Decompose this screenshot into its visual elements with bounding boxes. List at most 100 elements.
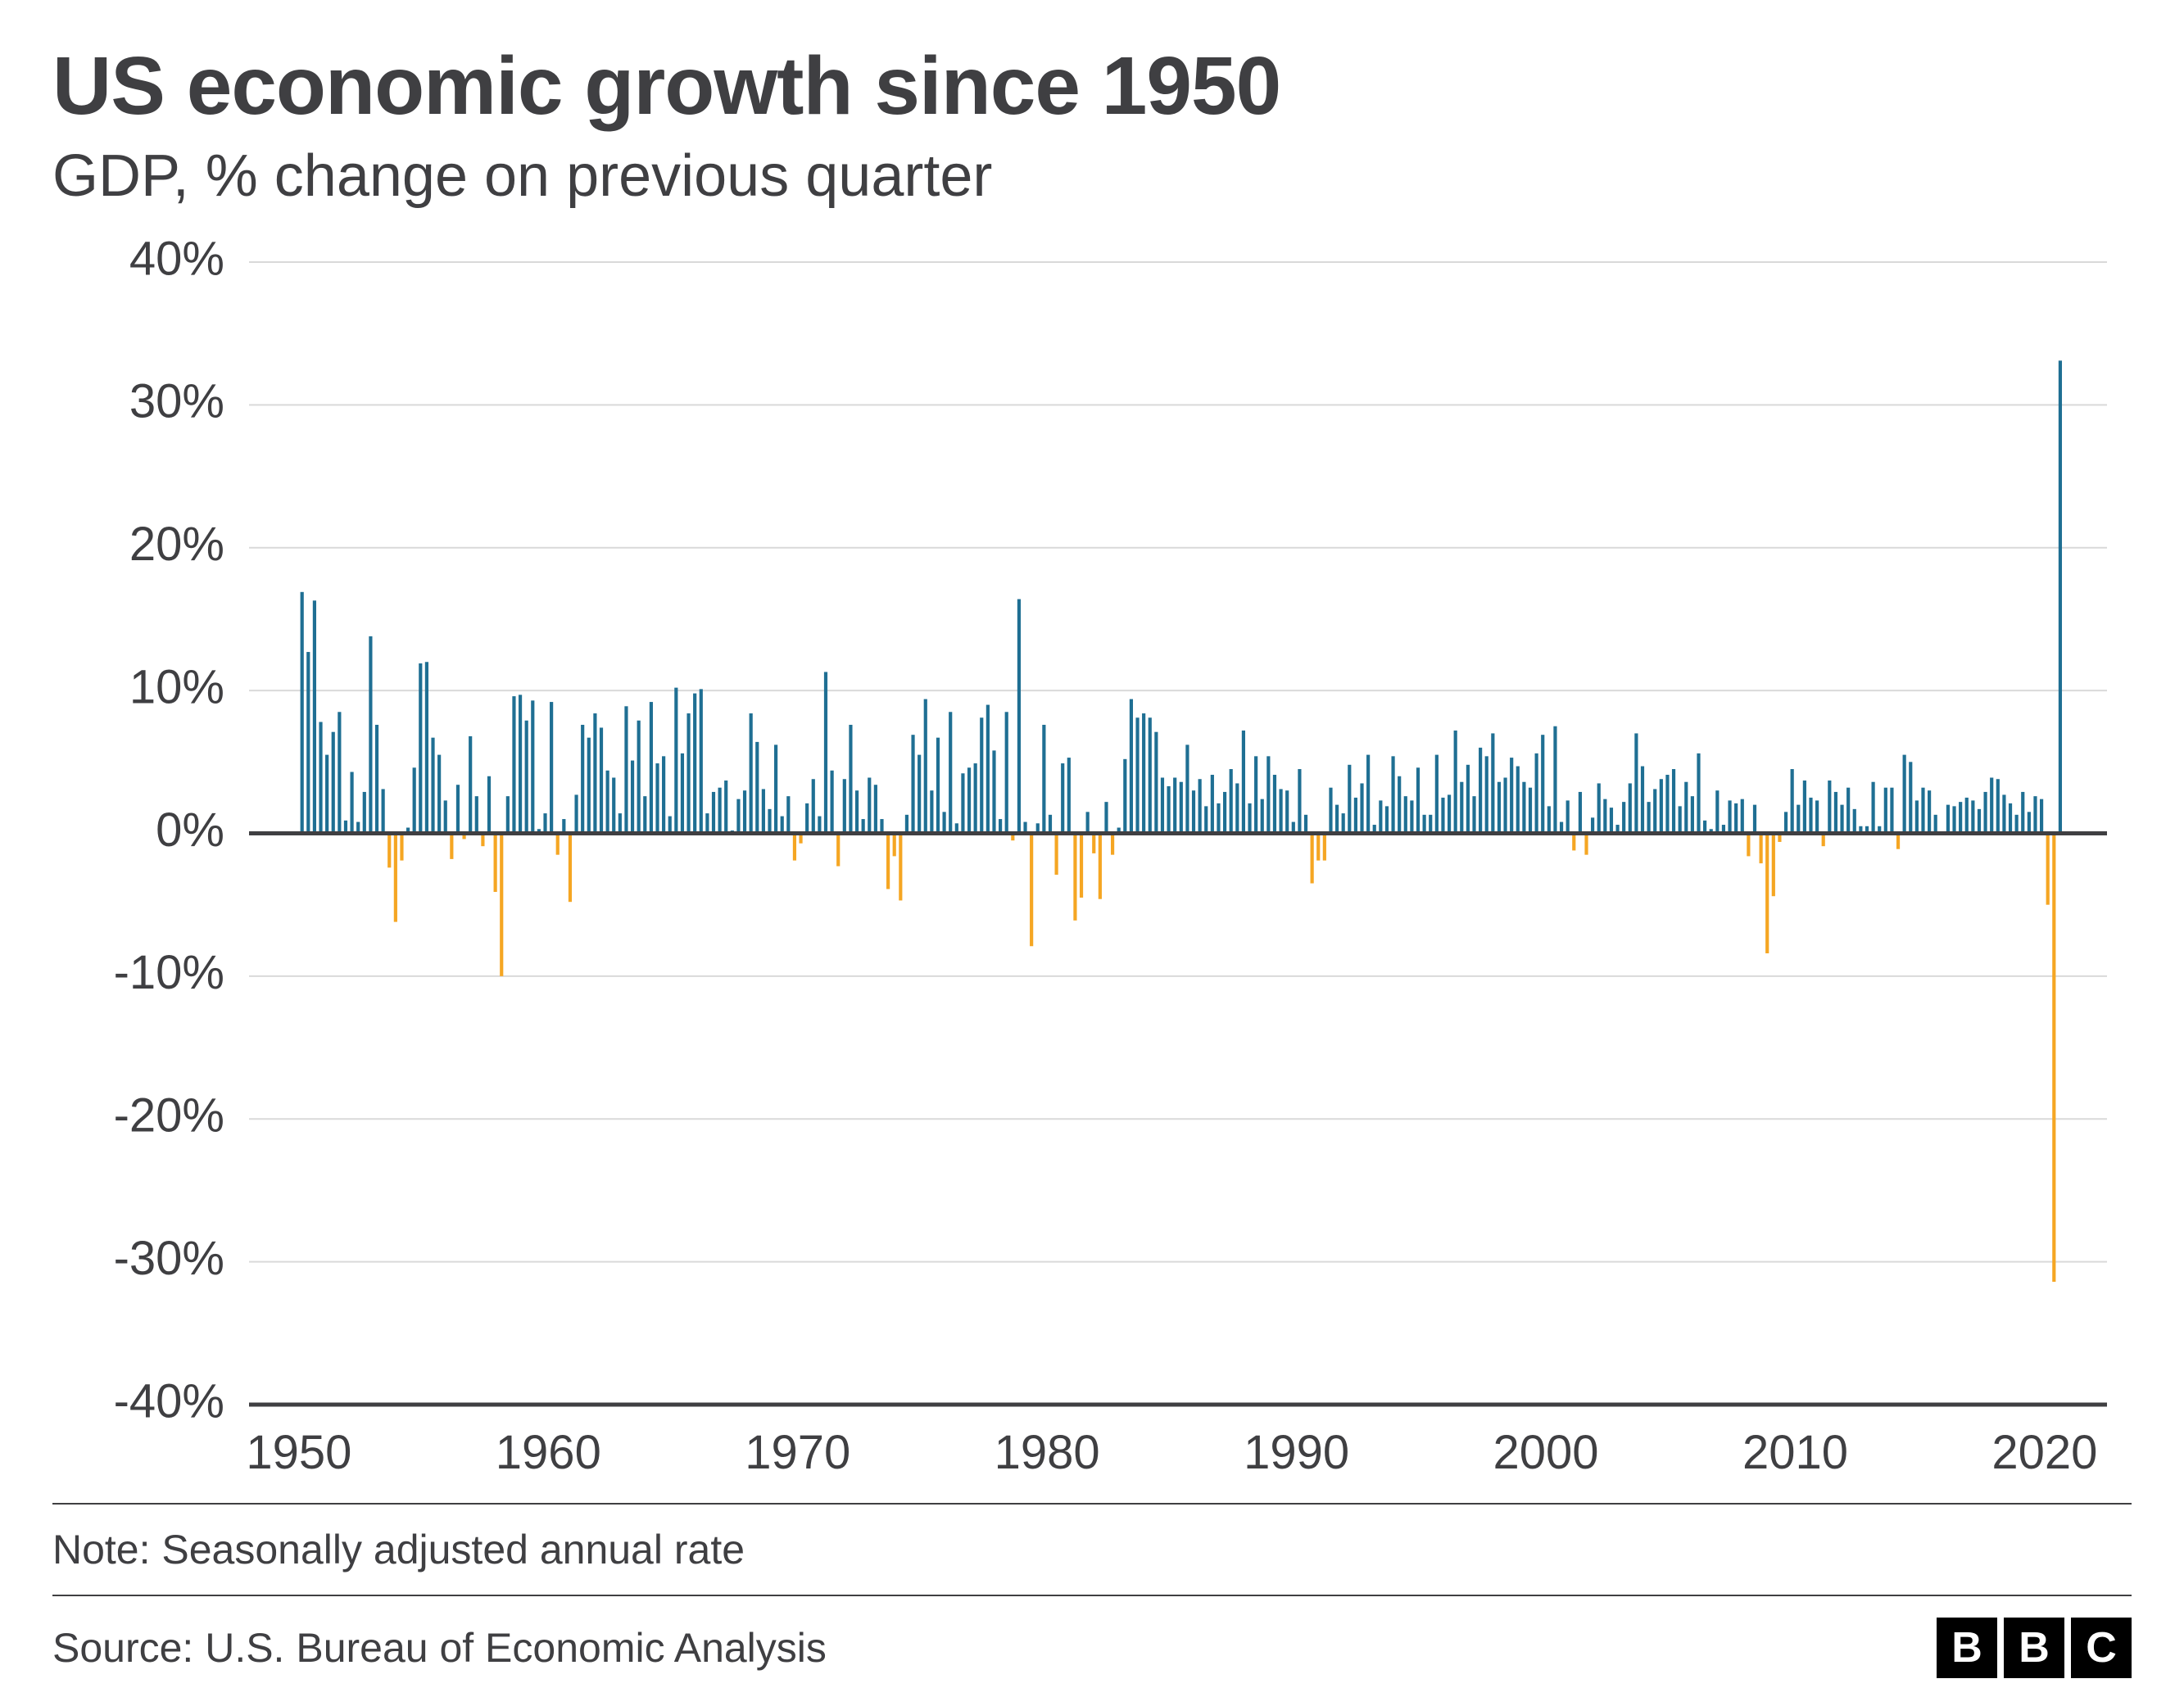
chart-note: Note: Seasonally adjusted annual rate: [52, 1505, 2132, 1595]
bar: [1978, 809, 1981, 834]
y-tick-label: 10%: [129, 660, 224, 713]
bar: [936, 738, 940, 834]
bar: [1354, 798, 1357, 834]
bar: [831, 771, 834, 834]
bar: [450, 834, 453, 859]
bar: [1660, 779, 1663, 833]
chart-source: Source: U.S. Bureau of Economic Analysis: [52, 1624, 827, 1672]
bar: [1603, 799, 1606, 834]
bar: [444, 800, 447, 833]
bar: [506, 796, 510, 833]
bar: [855, 790, 859, 833]
bar: [1348, 765, 1351, 834]
bar: [1547, 806, 1551, 833]
bar: [2046, 834, 2050, 905]
bar: [1679, 806, 1682, 833]
bar: [1092, 834, 1095, 853]
bar: [2028, 812, 2031, 833]
bar: [313, 600, 316, 833]
bar: [1715, 790, 1719, 833]
bar: [893, 834, 896, 857]
bar: [543, 813, 546, 833]
bar: [1154, 732, 1158, 834]
bar: [1479, 748, 1482, 834]
y-tick-label: 30%: [129, 375, 224, 428]
bar: [980, 717, 983, 833]
bar: [1472, 796, 1475, 833]
bar: [1491, 733, 1494, 833]
bar: [1834, 792, 1837, 834]
bar: [1541, 735, 1544, 833]
bar: [581, 725, 584, 834]
bar: [2059, 360, 2062, 833]
bar: [469, 736, 472, 834]
chart-subtitle: GDP, % change on previous quarter: [52, 143, 2132, 210]
bar: [743, 790, 746, 833]
bar: [943, 812, 946, 833]
bar: [1928, 790, 1931, 833]
bar: [1130, 699, 1133, 834]
bar: [1135, 717, 1139, 833]
bar: [301, 592, 304, 834]
bar: [1316, 834, 1320, 861]
bar: [1572, 834, 1575, 851]
bar: [1192, 790, 1195, 833]
bar: [1080, 834, 1083, 898]
bar: [643, 796, 646, 833]
x-tick-label: 2010: [1742, 1426, 1848, 1479]
bar: [1691, 796, 1694, 833]
bar: [612, 777, 615, 833]
bar: [1840, 805, 1843, 834]
bar: [1983, 792, 1987, 834]
bar: [400, 834, 403, 861]
bar: [556, 834, 560, 855]
bar: [918, 755, 921, 834]
bar: [1223, 792, 1226, 834]
bar: [1042, 725, 1045, 834]
bar: [475, 796, 478, 833]
bar: [1634, 733, 1638, 833]
bar: [1921, 788, 1924, 834]
y-tick-label: 20%: [129, 518, 224, 571]
bar: [705, 813, 709, 833]
bar: [574, 794, 578, 833]
bar: [700, 689, 703, 833]
x-tick-label: 2000: [1493, 1426, 1599, 1479]
bar: [1510, 758, 1513, 833]
bar: [1311, 834, 1314, 884]
bar: [961, 773, 964, 833]
bar: [1765, 834, 1769, 953]
bar: [1211, 775, 1214, 833]
bar: [899, 834, 902, 901]
bar: [1423, 815, 1426, 834]
x-tick-label: 1950: [246, 1426, 351, 1479]
bar: [1217, 803, 1220, 834]
bar: [425, 662, 428, 833]
bar: [1884, 788, 1887, 834]
bar: [1853, 809, 1856, 834]
bar: [562, 819, 565, 833]
bar: [1005, 712, 1008, 833]
bar: [1054, 834, 1058, 876]
bar: [905, 815, 908, 834]
bar: [2009, 803, 2012, 834]
bar: [1261, 799, 1264, 834]
bar: [1342, 813, 1345, 833]
bar: [1697, 753, 1700, 834]
x-tick-label: 1970: [745, 1426, 850, 1479]
bar: [382, 789, 385, 833]
bar: [1498, 782, 1501, 834]
bar: [525, 721, 528, 834]
bar: [724, 781, 727, 834]
bar: [1104, 802, 1108, 833]
bar: [650, 702, 653, 833]
y-tick-label: -10%: [114, 946, 224, 999]
bar: [1254, 756, 1257, 833]
bar: [431, 738, 434, 834]
bar: [1734, 803, 1738, 834]
bar: [512, 696, 515, 833]
bar: [880, 819, 883, 833]
bar: [1584, 834, 1588, 855]
bar: [1335, 805, 1339, 834]
bar: [2040, 799, 2043, 834]
